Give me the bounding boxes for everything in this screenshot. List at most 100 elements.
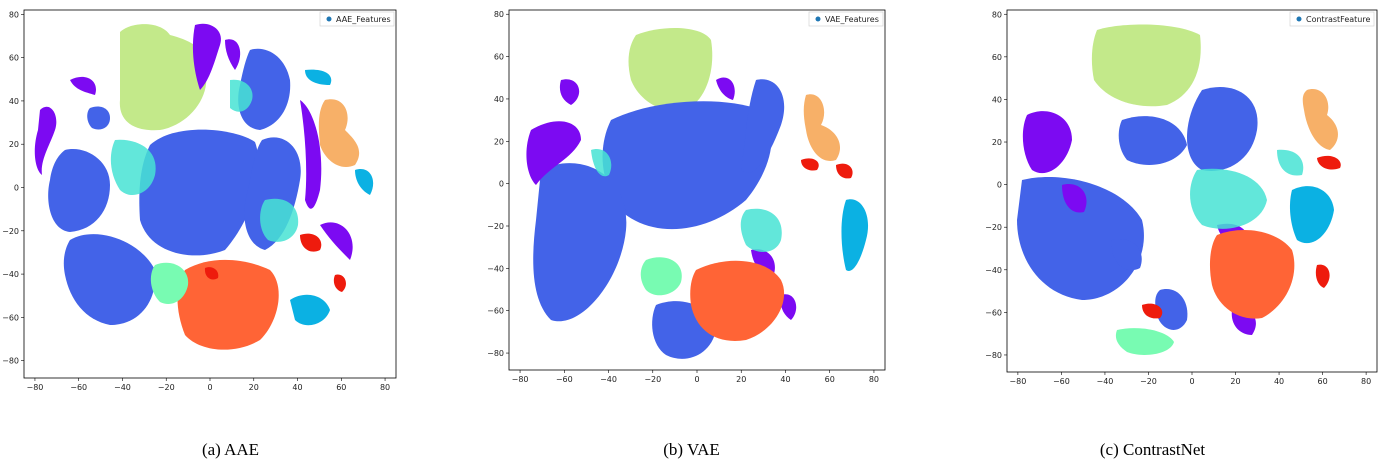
y-tick-label: −80 <box>487 349 504 358</box>
cluster-light-blue <box>841 199 869 271</box>
cluster-red <box>801 158 853 179</box>
chart-vae: VAE_Features −80 −60 −40 −20 0 20 40 60 80 80 60 4… <box>487 9 886 384</box>
x-tick-label: 40 <box>780 375 790 384</box>
cluster-blue-center <box>139 129 259 256</box>
cluster-cyan-top <box>230 79 253 112</box>
scatter-clusters <box>34 23 374 350</box>
x-ticks: −80 −60 −40 −20 0 20 40 60 80 <box>26 378 390 392</box>
y-tick-label: 80 <box>9 10 19 19</box>
y-tick-label: 40 <box>992 95 1002 104</box>
x-tick-label: −20 <box>1140 377 1157 386</box>
cluster-deep-orange <box>690 260 785 341</box>
cluster-blue-left <box>48 149 110 232</box>
y-tick-label: 20 <box>494 137 504 146</box>
cluster-blue-left-mid <box>1118 116 1187 165</box>
cluster-purple-top <box>192 23 241 90</box>
cluster-blue-center <box>602 101 772 230</box>
y-tick-label: 40 <box>9 97 19 106</box>
cluster-red <box>204 233 346 292</box>
x-tick-label: 80 <box>380 383 390 392</box>
panel-aae: AAE_Features −80 −60 −40 −20 0 20 40 60 80 80 60 4… <box>0 0 461 468</box>
legend: AAE_Features <box>319 11 395 27</box>
cluster-blue-left <box>533 163 627 322</box>
x-tick-label: 0 <box>207 383 212 392</box>
y-tick-label: 0 <box>499 180 504 189</box>
cluster-purple-left <box>34 76 96 175</box>
y-tick-label: 20 <box>992 138 1002 147</box>
cluster-cyan <box>1190 149 1304 229</box>
y-tick-label: 0 <box>14 184 19 193</box>
scatter-clusters <box>526 28 869 359</box>
y-tick-label: −20 <box>2 227 19 236</box>
y-tick-label: 0 <box>997 181 1002 190</box>
cluster-purple-right <box>300 100 353 260</box>
x-tick-label: 60 <box>1317 377 1327 386</box>
cluster-blue-center <box>1187 86 1258 171</box>
y-tick-label: −60 <box>985 308 1002 317</box>
y-tick-label: −40 <box>487 264 504 273</box>
x-tick-label: 60 <box>825 375 835 384</box>
y-ticks: 80 60 40 20 0 −20 −40 −60 −80 <box>2 10 24 366</box>
y-tick-label: 80 <box>494 10 504 19</box>
x-tick-label: −80 <box>512 375 529 384</box>
legend: VAE_Features <box>808 11 884 27</box>
legend-marker <box>1296 16 1302 22</box>
cluster-light-green <box>628 28 713 111</box>
y-tick-label: −40 <box>985 266 1002 275</box>
chart-contrastnet: ContrastFeature −80 −60 −40 −20 0 20 40 60 80 80… <box>985 9 1378 386</box>
cluster-blue-small <box>87 106 110 130</box>
x-tick-label: −20 <box>158 383 175 392</box>
x-tick-label: −60 <box>1053 377 1070 386</box>
x-tick-label: 40 <box>1274 377 1284 386</box>
cluster-cyan-right <box>260 198 299 242</box>
cluster-blue-small <box>1111 239 1142 271</box>
chart-aae: AAE_Features −80 −60 −40 −20 0 20 40 60 80 80 60 4… <box>2 9 397 392</box>
caption-vae: (b) VAE <box>663 440 720 459</box>
panel-vae: VAE_Features −80 −60 −40 −20 0 20 40 60 80 80 60 4… <box>461 0 922 468</box>
y-tick-label: −40 <box>2 270 19 279</box>
cluster-orange-light <box>1302 89 1338 150</box>
cluster-blue-top <box>238 48 291 130</box>
x-tick-label: −80 <box>1009 377 1026 386</box>
cluster-mint <box>150 262 189 305</box>
y-ticks: 80 60 40 20 0 −20 −40 −60 −80 <box>985 10 1007 360</box>
legend-label: ContrastFeature <box>1306 15 1370 24</box>
legend: ContrastFeature <box>1289 11 1375 27</box>
legend-marker <box>815 16 821 22</box>
x-ticks: −80 −60 −40 −20 0 20 40 60 80 <box>1009 372 1371 386</box>
x-tick-label: −40 <box>600 375 617 384</box>
x-tick-label: 40 <box>292 383 302 392</box>
legend-label: VAE_Features <box>825 15 879 24</box>
x-tick-label: 0 <box>1189 377 1194 386</box>
y-tick-label: 80 <box>992 10 1002 19</box>
y-tick-label: −80 <box>2 357 19 366</box>
cluster-deep-orange <box>177 259 279 350</box>
x-tick-label: −40 <box>1096 377 1113 386</box>
y-tick-label: 60 <box>494 53 504 62</box>
cluster-purple-right <box>716 77 797 321</box>
cluster-cyan <box>591 149 782 252</box>
cluster-blue-right <box>741 79 785 173</box>
x-tick-label: 80 <box>1361 377 1371 386</box>
cluster-cyan-left <box>110 139 156 195</box>
x-tick-label: 80 <box>869 375 879 384</box>
y-tick-label: 60 <box>992 53 1002 62</box>
y-tick-label: −60 <box>487 307 504 316</box>
y-tick-label: 60 <box>9 54 19 63</box>
y-tick-label: −80 <box>985 351 1002 360</box>
panel-contrastnet: ContrastFeature −80 −60 −40 −20 0 20 40 60 80 80… <box>922 0 1383 468</box>
y-ticks: 80 60 40 20 0 −20 −40 −60 −80 <box>487 10 509 358</box>
x-tick-label: 20 <box>1230 377 1240 386</box>
x-tick-label: 20 <box>249 383 259 392</box>
cluster-light-green <box>119 24 207 131</box>
cluster-purple-left <box>1022 111 1087 213</box>
cluster-mint <box>1115 328 1174 355</box>
y-tick-label: 20 <box>9 140 19 149</box>
x-tick-label: −60 <box>70 383 87 392</box>
cluster-orange-light <box>318 99 360 168</box>
x-ticks: −80 −60 −40 −20 0 20 40 60 80 <box>512 370 879 384</box>
cluster-deep-orange <box>1209 230 1295 319</box>
cluster-orange-light <box>803 94 841 161</box>
cluster-mint <box>640 257 682 296</box>
y-tick-label: −20 <box>487 222 504 231</box>
